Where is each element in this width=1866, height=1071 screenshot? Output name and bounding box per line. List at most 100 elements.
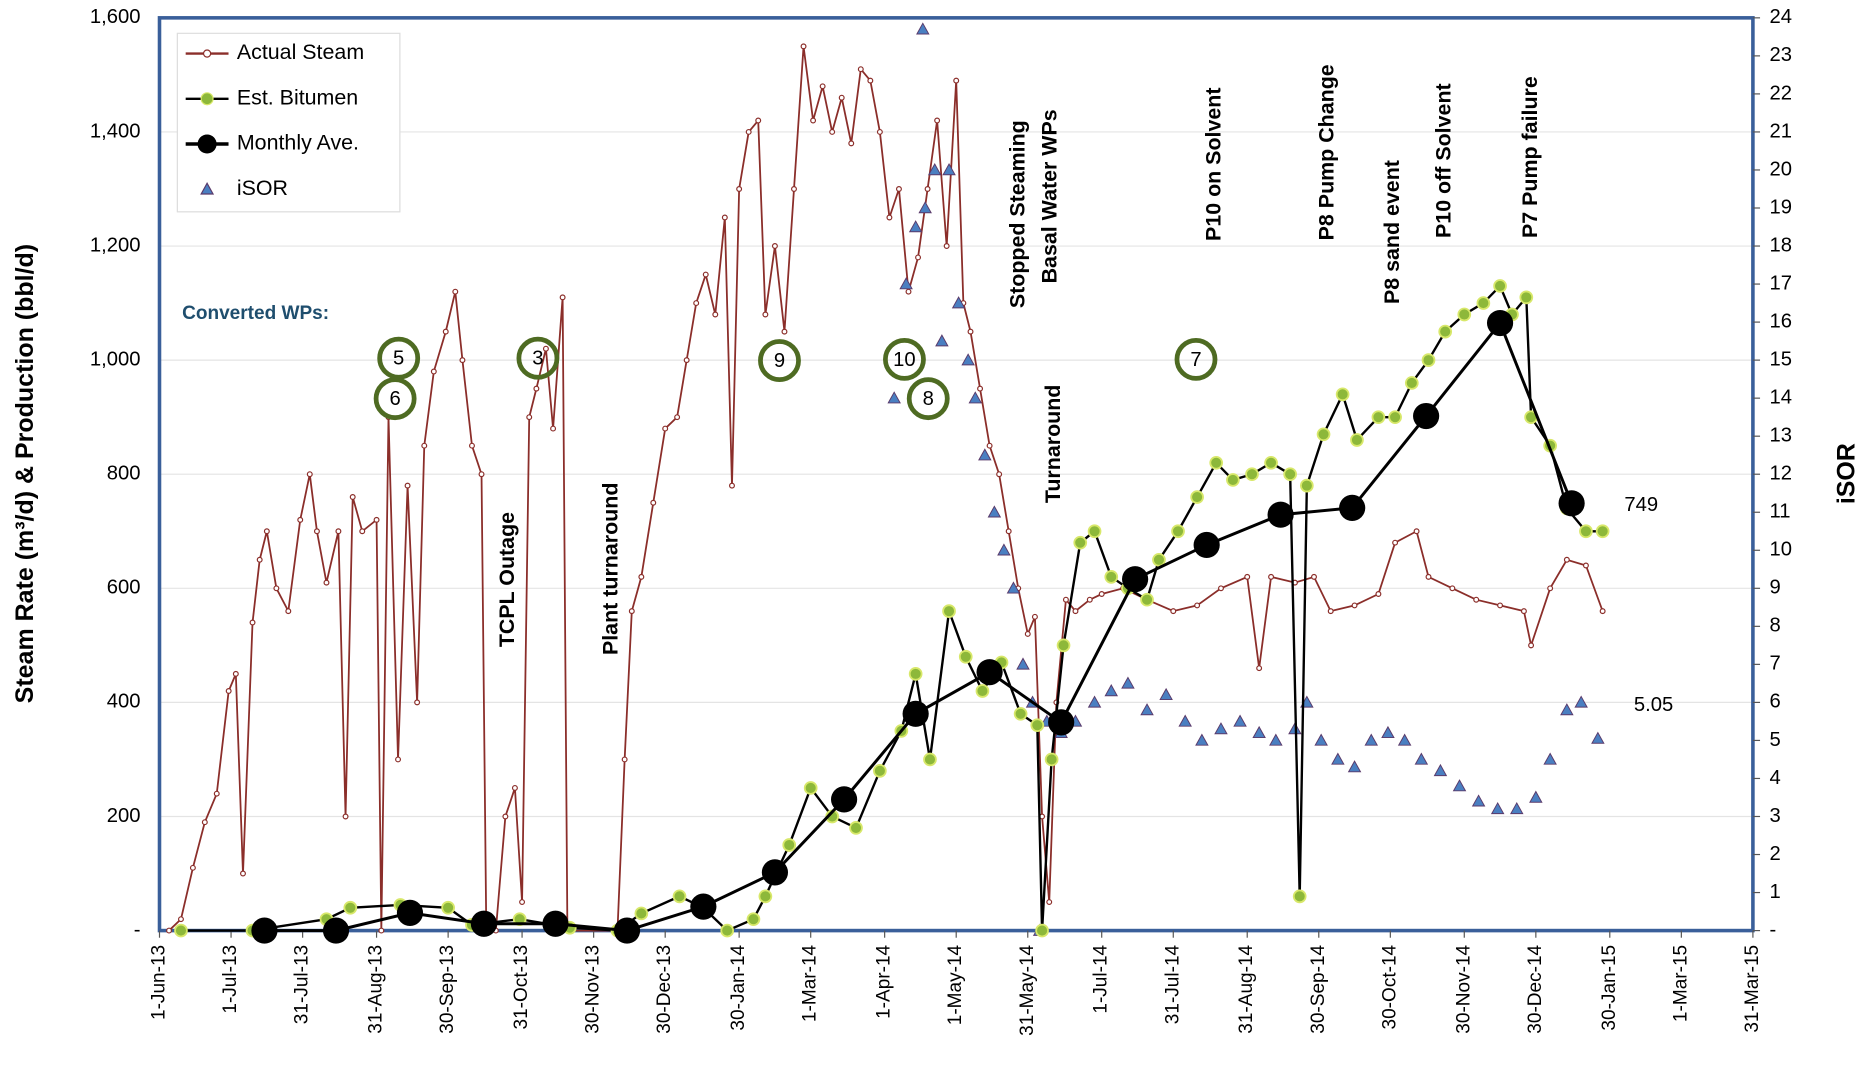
y2-tick-label: 11 — [1770, 501, 1791, 523]
point — [1195, 733, 1209, 746]
point — [201, 819, 208, 826]
point — [174, 923, 188, 938]
x-tick-label: 31-May-14 — [1017, 944, 1038, 1035]
y2-tick-label: 10 — [1770, 539, 1793, 561]
point — [803, 781, 818, 795]
point — [1104, 570, 1119, 584]
point — [976, 659, 1003, 686]
point — [755, 117, 762, 124]
point — [916, 22, 930, 35]
point — [452, 288, 459, 295]
point — [987, 505, 1002, 518]
point — [511, 784, 518, 791]
point — [414, 699, 421, 706]
y-tick-label: 200 — [107, 805, 141, 827]
wp-circle — [758, 339, 801, 382]
point — [927, 163, 942, 176]
y2-tick-label: 2 — [1770, 843, 1781, 865]
point — [1529, 790, 1543, 803]
point — [690, 893, 717, 920]
point — [662, 425, 669, 432]
point — [542, 345, 549, 352]
point — [1024, 630, 1031, 637]
point — [746, 912, 761, 927]
point — [1098, 591, 1105, 597]
point — [1194, 602, 1201, 609]
x-tick-label: 30-Nov-13 — [583, 945, 604, 1034]
point — [1031, 613, 1038, 620]
point — [1528, 642, 1535, 649]
y2-tick-label: 14 — [1770, 386, 1793, 408]
point — [1493, 279, 1507, 293]
point — [404, 482, 411, 489]
point — [1331, 752, 1345, 765]
y2-tick-label: 23 — [1770, 44, 1793, 66]
point — [782, 838, 797, 852]
point — [997, 543, 1011, 556]
annotation: P10 off Solvent — [1431, 83, 1455, 238]
x-tick-label: 31-Aug-13 — [366, 945, 387, 1034]
x-tick-label: 1-Jun-13 — [149, 945, 170, 1020]
x-tick-label: 31-Jul-14 — [1162, 944, 1183, 1024]
point — [1159, 687, 1173, 701]
y2-tick-label: 24 — [1770, 6, 1793, 28]
legend-label: Est. Bitumen — [237, 85, 358, 109]
y2-tick-label: 17 — [1770, 272, 1793, 294]
point — [542, 910, 569, 937]
point — [1375, 591, 1382, 597]
point — [1267, 501, 1294, 528]
point — [1404, 376, 1419, 390]
point — [395, 756, 402, 763]
x-tick-label: 30-Dec-14 — [1525, 944, 1546, 1033]
x-tick-label: 1-Apr-14 — [874, 944, 895, 1018]
point — [634, 906, 649, 921]
point — [1122, 566, 1149, 593]
point — [559, 294, 566, 301]
point — [672, 889, 687, 904]
point — [442, 328, 449, 335]
point — [1471, 794, 1486, 807]
point — [958, 649, 973, 664]
point — [908, 667, 923, 681]
point — [249, 619, 256, 626]
point — [934, 117, 941, 124]
point — [1044, 752, 1059, 767]
point — [1268, 573, 1275, 580]
y2-tick-label: 13 — [1770, 425, 1793, 447]
x-tick-label: 1-Mar-15 — [1670, 945, 1691, 1022]
point — [977, 385, 984, 392]
point — [1087, 524, 1102, 539]
point — [1599, 608, 1606, 615]
point — [323, 579, 330, 586]
point — [1013, 706, 1028, 721]
point — [1209, 455, 1224, 470]
point — [1244, 573, 1251, 580]
point — [177, 916, 184, 923]
point — [1190, 490, 1204, 504]
point — [968, 391, 983, 404]
point — [1421, 353, 1436, 367]
x-tick-label: 30-Jan-14 — [728, 944, 749, 1030]
point — [613, 917, 641, 944]
point — [942, 604, 956, 618]
legend-marker — [200, 182, 215, 195]
point — [1256, 665, 1263, 672]
point — [1006, 581, 1021, 594]
point — [322, 917, 350, 944]
y-tick-label: 1,000 — [90, 348, 141, 370]
point — [1218, 585, 1224, 592]
point — [712, 311, 719, 318]
y2-tick-label: 19 — [1770, 196, 1793, 218]
wp-label: 8 — [923, 388, 934, 410]
point — [1335, 387, 1350, 402]
point — [1579, 524, 1593, 539]
y2-tick-label: 5 — [1770, 729, 1781, 751]
annotation: P7 Pump failure — [1518, 76, 1542, 238]
point — [297, 516, 304, 523]
legend-label: Actual Steam — [237, 40, 364, 64]
point — [1364, 733, 1379, 746]
annotation: Stopped Steaming — [1005, 120, 1029, 308]
point — [273, 585, 280, 592]
